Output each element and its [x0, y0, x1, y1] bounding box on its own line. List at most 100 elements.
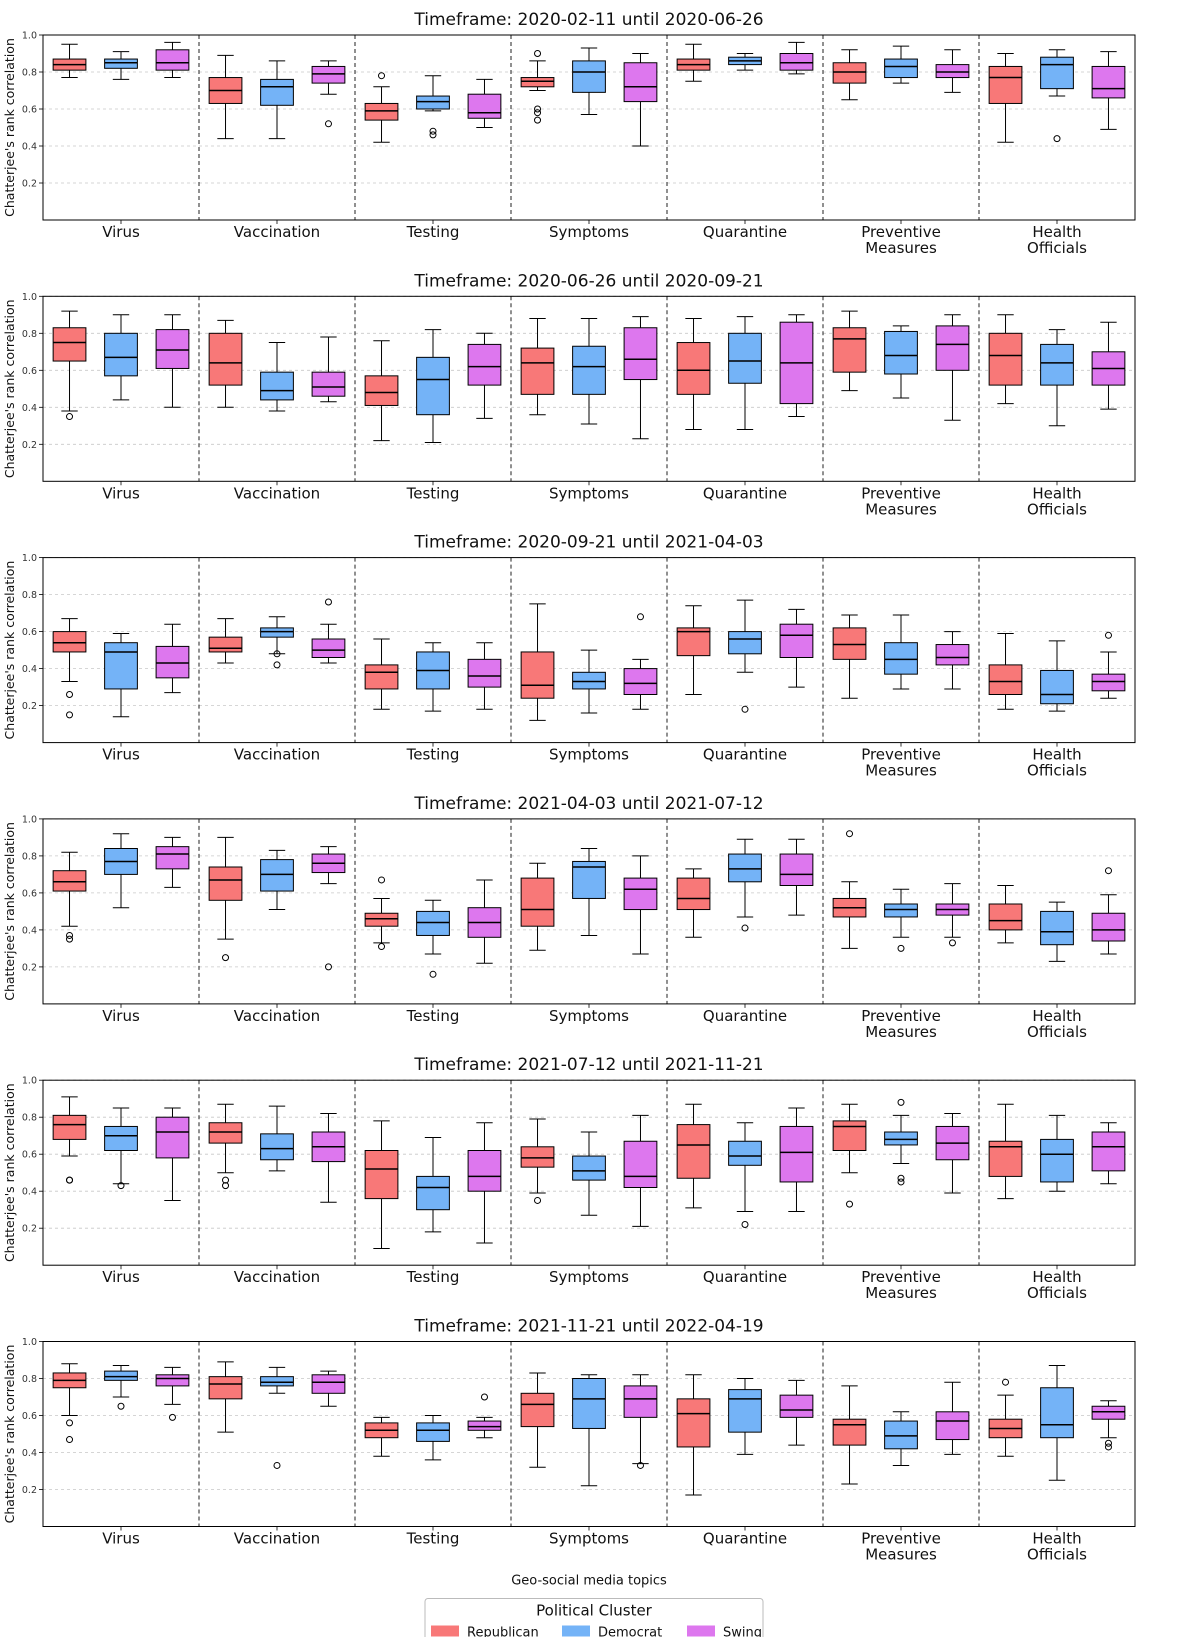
y-tick-label: 1.0: [22, 292, 37, 303]
box: [104, 58, 138, 69]
category-label: Preventive: [861, 484, 941, 502]
box: [1040, 1387, 1074, 1439]
category-label: Quarantine: [703, 1007, 787, 1025]
box: [935, 644, 970, 666]
panel-title: Timeframe: 2021-11-21 until 2022-04-19: [413, 1317, 763, 1337]
y-axis-label: Chatterjee's rank correlation: [2, 822, 17, 1001]
box: [884, 330, 918, 375]
y-axis-label: Chatterjee's rank correlation: [2, 1345, 17, 1524]
box: [260, 627, 294, 638]
category-label: Quarantine: [703, 484, 787, 502]
box: [208, 1122, 243, 1144]
box: [467, 1420, 502, 1431]
category-label: Health: [1032, 1007, 1081, 1025]
y-tick-label: 0.2: [22, 962, 37, 973]
box: [520, 651, 555, 699]
box: [364, 912, 399, 927]
outlier-point: [480, 1393, 488, 1401]
box: [311, 65, 346, 84]
legend-swatch: [431, 1625, 459, 1637]
box: [572, 60, 606, 93]
box: [884, 58, 918, 79]
y-tick-label: 0.2: [22, 440, 37, 451]
category-label: Virus: [102, 223, 140, 241]
category-label-line2: Measures: [865, 500, 937, 518]
box: [572, 1378, 606, 1429]
category-label: Vaccination: [234, 1007, 320, 1025]
box: [728, 1140, 762, 1166]
outlier-point: [378, 876, 386, 884]
category-label: Symptoms: [549, 1268, 629, 1286]
box: [52, 327, 87, 362]
box: [155, 645, 190, 679]
box: [884, 1420, 918, 1450]
box: [728, 1389, 762, 1433]
legend-entry-label: Democrat: [598, 1626, 662, 1637]
outlier-point: [66, 691, 74, 698]
box: [623, 1385, 658, 1418]
box: [52, 870, 87, 892]
box: [1040, 910, 1074, 946]
outlier-point: [534, 1196, 542, 1204]
category-label: Virus: [102, 1530, 140, 1548]
outlier-point: [636, 1461, 644, 1469]
outlier-point: [948, 939, 956, 947]
y-tick-label: 0.2: [22, 1224, 37, 1235]
category-label: Preventive: [861, 746, 941, 764]
box: [416, 1175, 450, 1211]
outlier-point: [1104, 1439, 1112, 1447]
box: [416, 1422, 450, 1442]
category-label-line2: Officials: [1027, 1023, 1087, 1041]
y-tick-label: 0.4: [22, 925, 37, 936]
category-label: Testing: [406, 1007, 460, 1025]
box: [676, 1398, 711, 1448]
box: [935, 64, 970, 79]
box: [467, 1150, 502, 1192]
box: [832, 62, 867, 84]
category-label: Health: [1032, 746, 1081, 764]
box: [779, 53, 814, 71]
outlier-point: [66, 1176, 74, 1184]
outlier-point: [636, 613, 644, 621]
y-tick-label: 0.6: [22, 366, 37, 377]
outlier-point: [66, 1419, 74, 1427]
box: [1091, 1131, 1126, 1172]
outlier-point: [534, 50, 542, 57]
legend-swatch: [562, 1625, 590, 1637]
category-label: Symptoms: [549, 484, 629, 502]
box: [311, 371, 346, 397]
outlier-point: [429, 131, 437, 139]
box: [260, 859, 294, 892]
box: [467, 93, 502, 119]
y-tick-label: 0.6: [22, 888, 37, 899]
box: [832, 1120, 867, 1152]
category-label-line2: Officials: [1027, 1546, 1087, 1564]
box: [988, 903, 1023, 931]
category-label: Quarantine: [703, 223, 787, 241]
y-tick-label: 0.6: [22, 1411, 37, 1422]
box: [884, 642, 918, 675]
box: [208, 332, 243, 386]
box: [623, 668, 658, 695]
outlier-point: [846, 830, 854, 838]
box: [520, 347, 555, 395]
box: [416, 910, 450, 936]
outlier-point: [222, 954, 230, 962]
box: [364, 664, 399, 690]
box: [935, 1411, 970, 1441]
panel-title: Timeframe: 2021-04-03 until 2021-07-12: [413, 794, 763, 814]
outlier-point: [1002, 1378, 1010, 1386]
outlier-point: [273, 661, 281, 669]
outlier-point: [117, 1402, 125, 1410]
box: [155, 1116, 190, 1159]
outlier-point: [168, 1413, 176, 1421]
outlier-point: [1104, 1443, 1112, 1451]
outlier-point: [897, 1178, 905, 1186]
legend-entry-label: Republican: [467, 1626, 539, 1637]
category-label-line2: Measures: [865, 1284, 937, 1302]
box: [988, 332, 1023, 386]
category-label: Symptoms: [549, 223, 629, 241]
box: [311, 638, 346, 658]
y-tick-label: 1.0: [22, 1076, 37, 1087]
category-label: Quarantine: [703, 1268, 787, 1286]
